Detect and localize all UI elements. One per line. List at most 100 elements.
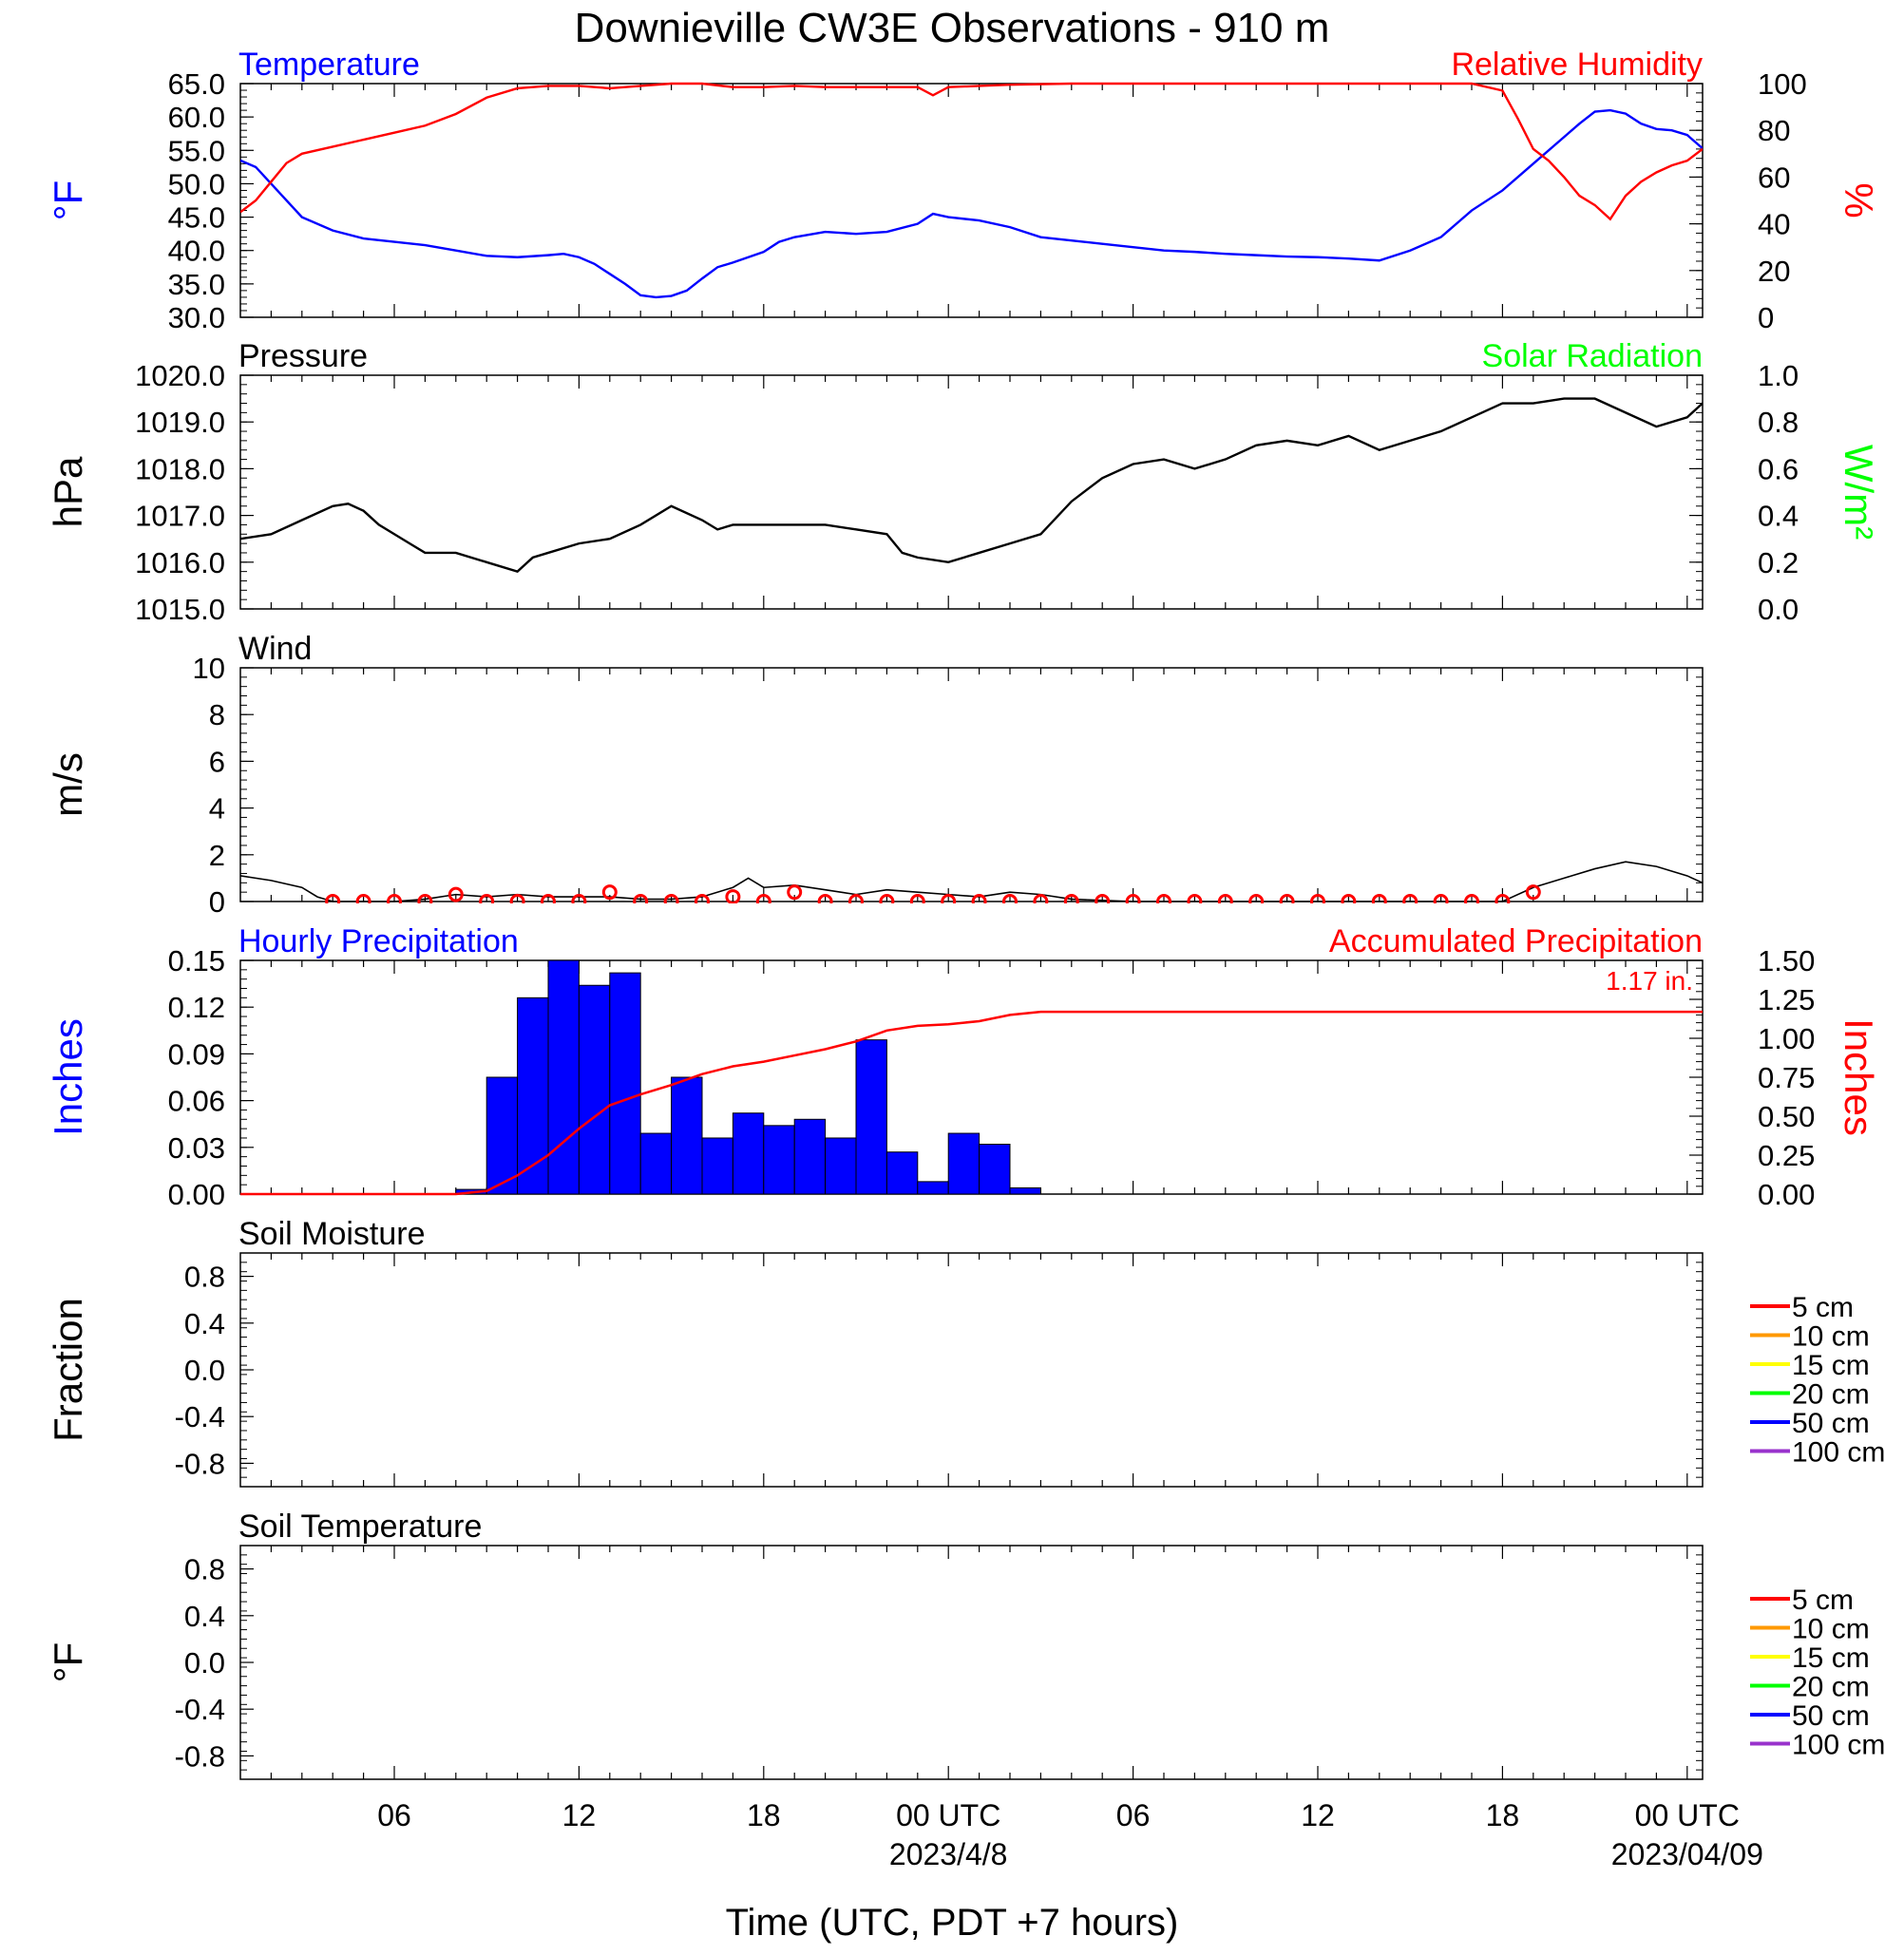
y-tick-label-left: 1019.0 xyxy=(135,406,225,439)
wind-calm-marker xyxy=(541,894,556,903)
wind-calm-marker xyxy=(1095,894,1111,903)
y-axis-label-left: °F xyxy=(46,180,90,220)
legend-label: 5 cm xyxy=(1792,1585,1854,1616)
wind-calm-marker xyxy=(1063,894,1079,903)
y-tick-label-right: 1.50 xyxy=(1758,944,1815,978)
legend-label: 15 cm xyxy=(1792,1350,1870,1381)
wind-calm-marker xyxy=(1033,894,1049,903)
precip-bar xyxy=(609,972,641,1195)
y-tick-label-left: 0.8 xyxy=(184,1261,225,1294)
y-tick-label-right: 60 xyxy=(1758,161,1790,194)
accum-total-annotation: 1.17 in. xyxy=(1606,966,1693,996)
wind-calm-marker xyxy=(1002,894,1018,903)
wind-calm-marker xyxy=(1433,894,1449,903)
y-tick-label-left: 0.15 xyxy=(168,944,225,978)
legend-label: 5 cm xyxy=(1792,1292,1854,1323)
legend-label: 100 cm xyxy=(1792,1437,1885,1469)
y-tick-label-left: 50.0 xyxy=(168,167,225,200)
wind-calm-marker xyxy=(1310,894,1325,903)
precip-bar xyxy=(917,1181,949,1195)
x-axis-label: Time (UTC, PDT +7 hours) xyxy=(726,1902,1179,1944)
precip-bar xyxy=(1009,1186,1041,1195)
wind-calm-marker xyxy=(787,884,803,901)
y-tick-label-left: 0.4 xyxy=(184,1600,225,1633)
x-tick-label: 00 UTC xyxy=(896,1798,1000,1832)
legend-label: 20 cm xyxy=(1792,1672,1870,1703)
wind-calm-marker xyxy=(941,894,957,903)
wind-calm-marker xyxy=(1464,894,1479,903)
wind-speed-line xyxy=(240,861,1703,902)
panels-group: 65.060.055.050.045.040.035.030.010080604… xyxy=(46,47,1885,1871)
x-tick-label: 12 xyxy=(1301,1798,1335,1832)
accum-precip-line xyxy=(240,1010,1703,1196)
wind-calm-marker xyxy=(695,894,710,903)
y-axis-label-left: m/s xyxy=(46,752,90,817)
y-tick-label-left: 0 xyxy=(209,885,225,919)
panel-title-left: Soil Temperature xyxy=(238,1509,482,1545)
y-axis-label-left: hPa xyxy=(46,456,90,527)
panel-title-left: Temperature xyxy=(238,47,420,83)
precip-bar xyxy=(486,1076,519,1195)
series-line-pressure xyxy=(240,397,1703,573)
y-tick-label-left: 0.06 xyxy=(168,1085,225,1118)
panel-precipitation: 0.15 0.12 0.09 0.06 0.03 0.00 1.50 1.25 1.00 0.75… xyxy=(46,923,1881,1211)
y-axis-label-right: % xyxy=(1837,182,1881,218)
precip-bar xyxy=(517,996,549,1195)
x-tick-label: 06 xyxy=(377,1798,411,1832)
wind-calm-marker xyxy=(1341,894,1357,903)
wind-calm-marker xyxy=(971,894,987,903)
y-axis-label-left: °F xyxy=(46,1642,90,1682)
panel-pressure: 1020.0 1019.0 1018.0 1017.0 1016.0 1015.0 1.0 0… xyxy=(46,338,1881,626)
wind-calm-marker xyxy=(1248,894,1265,903)
series-group xyxy=(240,82,1703,299)
precip-bar xyxy=(671,1076,703,1195)
plot-frame xyxy=(239,1545,1704,1780)
legend-label: 10 cm xyxy=(1792,1321,1870,1353)
y-tick-label-left: 8 xyxy=(209,698,225,731)
wind-calm-marker xyxy=(1371,894,1387,903)
y-tick-label-left: 0.12 xyxy=(168,991,225,1024)
y-tick-label-left: 40.0 xyxy=(168,235,225,268)
y-tick-label-right: 0.0 xyxy=(1758,593,1799,626)
y-tick-label-left: 1018.0 xyxy=(135,452,225,485)
precip-bar xyxy=(793,1118,827,1195)
precip-bar xyxy=(825,1137,857,1195)
y-tick-label-left: 1017.0 xyxy=(135,500,225,533)
y-tick-label-left: 45.0 xyxy=(168,201,225,235)
wind-calm-marker xyxy=(1187,894,1203,903)
y-tick-label-right: 0.00 xyxy=(1758,1178,1815,1211)
x-date-label: 2023/04/09 xyxy=(1611,1837,1763,1871)
panel-title-right: Solar Radiation xyxy=(1482,338,1703,374)
panel-soil_moisture: 0.8 0.4 0.0 -0.4 -0.8 Soil Moisture Fraction 5 … xyxy=(46,1216,1885,1488)
y-axis-label-right: Inches xyxy=(1837,1018,1881,1136)
x-tick-label: 00 UTC xyxy=(1635,1798,1740,1832)
y-tick-label-left: 6 xyxy=(209,745,225,778)
legend-label: 20 cm xyxy=(1792,1379,1870,1411)
y-axis-label-left: Inches xyxy=(46,1018,90,1136)
plot-frame xyxy=(239,1252,1704,1488)
panel-title-left: Pressure xyxy=(238,338,368,374)
y-tick-label-right: 1.0 xyxy=(1758,359,1799,392)
wind-calm-marker xyxy=(817,894,833,903)
y-tick-label-right: 0.75 xyxy=(1758,1061,1815,1094)
series-line-temperature xyxy=(240,108,1703,299)
series-group xyxy=(240,861,1703,903)
panel-wind: 10 8 6 4 2 0 Wind m/s xyxy=(46,631,1704,919)
y-tick-label-left: -0.8 xyxy=(175,1447,225,1480)
panel-title-left: Hourly Precipitation xyxy=(238,923,519,959)
y-tick-label-left: 0.8 xyxy=(184,1553,225,1586)
wind-calm-marker xyxy=(663,894,679,903)
panel-title-right: Relative Humidity xyxy=(1451,47,1703,83)
wind-calm-marker xyxy=(355,894,371,903)
wind-calm-marker xyxy=(633,894,649,903)
y-tick-label-left: -0.4 xyxy=(175,1400,225,1433)
wind-calm-marker xyxy=(909,894,925,903)
y-tick-label-left: 30.0 xyxy=(168,301,225,334)
y-tick-label-right: 40 xyxy=(1758,208,1790,241)
precip-bar xyxy=(578,984,611,1195)
y-tick-label-right: 0.25 xyxy=(1758,1139,1815,1172)
y-axis-label-right: W/m² xyxy=(1837,445,1881,540)
wind-calm-marker xyxy=(879,894,895,903)
wind-calm-marker xyxy=(447,886,464,902)
